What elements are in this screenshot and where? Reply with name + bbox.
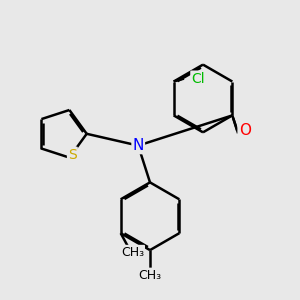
Text: S: S: [68, 148, 77, 162]
Text: CH₃: CH₃: [138, 268, 162, 282]
Text: Cl: Cl: [191, 72, 205, 86]
Text: CH₃: CH₃: [121, 246, 144, 259]
Text: N: N: [133, 138, 144, 153]
Text: O: O: [238, 123, 250, 138]
